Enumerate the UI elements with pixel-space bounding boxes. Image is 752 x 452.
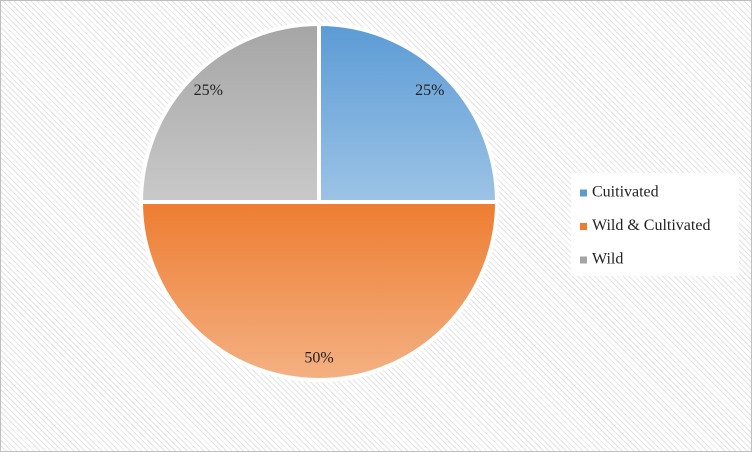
data-label: 50% (304, 349, 333, 366)
pie-slice (317, 21, 500, 204)
pie-slice (138, 21, 321, 204)
legend-label: Wild & Cultivated (592, 217, 710, 234)
legend: Cuitivated Wild & Cultivated Wild (580, 184, 710, 268)
legend-label: Cuitivated (592, 184, 659, 201)
data-label: 25% (194, 82, 223, 99)
pie: 25% 50% 25% (138, 21, 500, 382)
legend-label: Wild (592, 251, 623, 268)
legend-marker (580, 189, 587, 197)
legend-marker (580, 256, 587, 264)
legend-box (571, 173, 739, 276)
data-label: 25% (415, 82, 444, 99)
legend-marker (580, 223, 587, 230)
pie-slice (138, 200, 500, 382)
